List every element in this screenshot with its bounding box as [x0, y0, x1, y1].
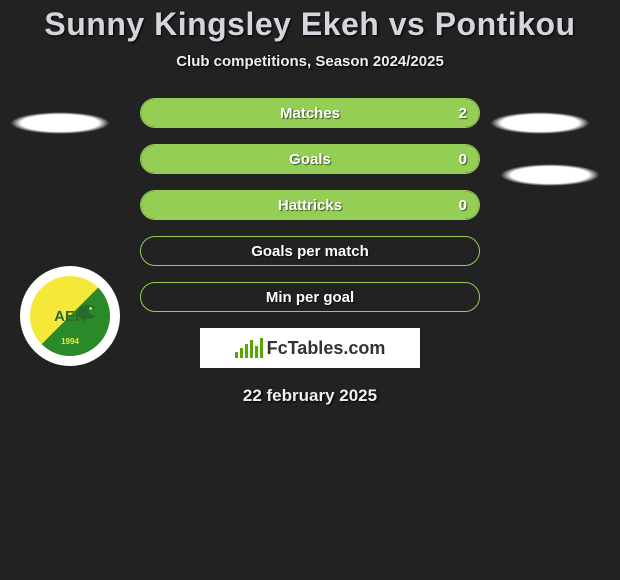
stat-label: Min per goal [141, 289, 479, 306]
stat-row: Min per goal [140, 282, 480, 312]
footer-brand[interactable]: FcTables.com [200, 328, 420, 368]
chart-icon [235, 338, 263, 358]
subtitle: Club competitions, Season 2024/2025 [0, 53, 620, 70]
team-logo: AEK 1994 [20, 266, 120, 366]
stat-label: Goals per match [141, 243, 479, 260]
stat-bar: Goals per match [140, 236, 480, 266]
stat-value: 0 [459, 151, 467, 168]
footer-brand-text: FcTables.com [267, 338, 386, 359]
brand-bar [245, 344, 248, 358]
stat-label: Matches [141, 105, 479, 122]
team-logo-year: 1994 [61, 337, 79, 346]
stat-label: Hattricks [141, 197, 479, 214]
stat-row: Hattricks0 [140, 190, 480, 220]
date-text: 22 february 2025 [0, 386, 620, 406]
team-logo-inner: AEK 1994 [30, 276, 110, 356]
stat-label: Goals [141, 151, 479, 168]
stat-bar: Goals0 [140, 144, 480, 174]
brand-bar [240, 348, 243, 358]
player-right-shadow-1 [490, 112, 590, 134]
brand-bar [250, 340, 253, 358]
stat-value: 0 [459, 197, 467, 214]
brand-bar [235, 352, 238, 358]
stats-area: AEK 1994 Matches2Goals0Hattricks0Goals p… [0, 98, 620, 312]
stat-bar: Min per goal [140, 282, 480, 312]
stat-bar: Hattricks0 [140, 190, 480, 220]
stat-bar: Matches2 [140, 98, 480, 128]
eagle-icon [72, 298, 100, 326]
page-title: Sunny Kingsley Ekeh vs Pontikou [0, 0, 620, 43]
player-left-shadow [10, 112, 110, 134]
stat-row: Matches2 [140, 98, 480, 128]
stat-row: Goals per match [140, 236, 480, 266]
stat-value: 2 [459, 105, 467, 122]
brand-bar [260, 338, 263, 358]
brand-bar [255, 346, 258, 358]
player-right-shadow-2 [500, 164, 600, 186]
stat-row: Goals0 [140, 144, 480, 174]
